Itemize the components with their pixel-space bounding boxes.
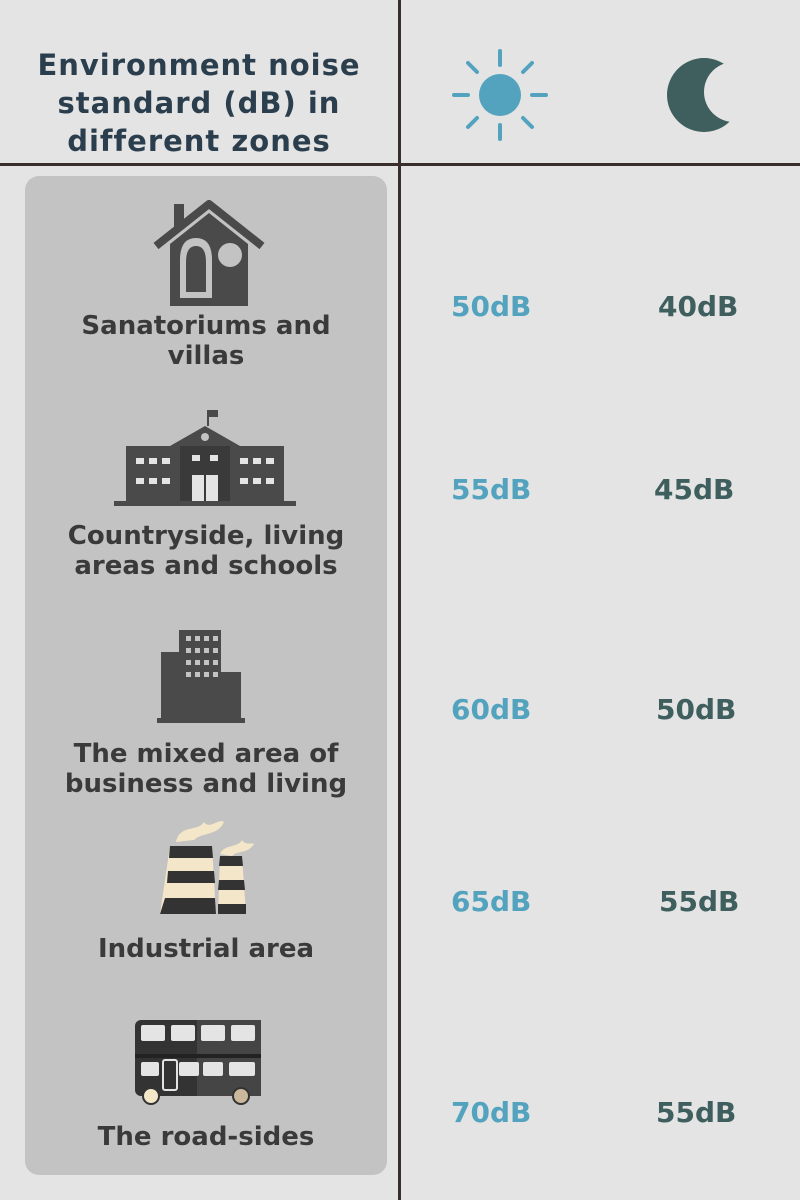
zone-label-line: business and living xyxy=(64,769,348,799)
night-value: 50dB xyxy=(656,693,737,726)
zone-label-road-sides: The road-sides xyxy=(25,1122,387,1152)
zone-label-line: Sanatoriums and xyxy=(81,311,331,341)
day-value: 60dB xyxy=(451,693,532,726)
zone-label-industrial: Industrial area xyxy=(25,934,387,964)
day-value: 70dB xyxy=(451,1096,532,1129)
zone-label-line: villas xyxy=(167,341,245,371)
zone-label-countryside: Countryside, living areas and schools xyxy=(25,521,387,581)
moon-icon xyxy=(667,58,741,132)
zone-label-sanatoriums: Sanatoriums and villas xyxy=(25,311,387,371)
zone-label-line: Industrial area xyxy=(98,934,314,964)
house-icon xyxy=(153,200,265,306)
night-value: 40dB xyxy=(658,290,739,323)
title-line: standard (dB) in xyxy=(57,86,341,120)
bus-icon xyxy=(135,1020,261,1105)
title-line: different zones xyxy=(67,124,331,158)
school-icon xyxy=(114,410,296,506)
zone-label-line: The mixed area of xyxy=(73,739,339,769)
page-title: Environment noise standard (dB) in diffe… xyxy=(0,46,398,160)
zone-label-mixed-area: The mixed area of business and living xyxy=(25,739,387,799)
factory-icon xyxy=(160,821,254,914)
title-line: Environment noise xyxy=(37,48,361,82)
night-value: 55dB xyxy=(656,1096,737,1129)
horizontal-divider xyxy=(0,163,800,166)
night-value: 45dB xyxy=(654,473,735,506)
sun-icon xyxy=(452,49,548,141)
zone-label-line: Countryside, living xyxy=(67,521,345,551)
zone-label-line: The road-sides xyxy=(97,1122,315,1152)
night-value: 55dB xyxy=(659,885,740,918)
vertical-divider xyxy=(398,0,401,1200)
day-value: 50dB xyxy=(451,290,532,323)
day-value: 65dB xyxy=(451,885,532,918)
office-building-icon xyxy=(157,630,245,723)
zone-label-line: areas and schools xyxy=(74,551,338,581)
day-value: 55dB xyxy=(451,473,532,506)
